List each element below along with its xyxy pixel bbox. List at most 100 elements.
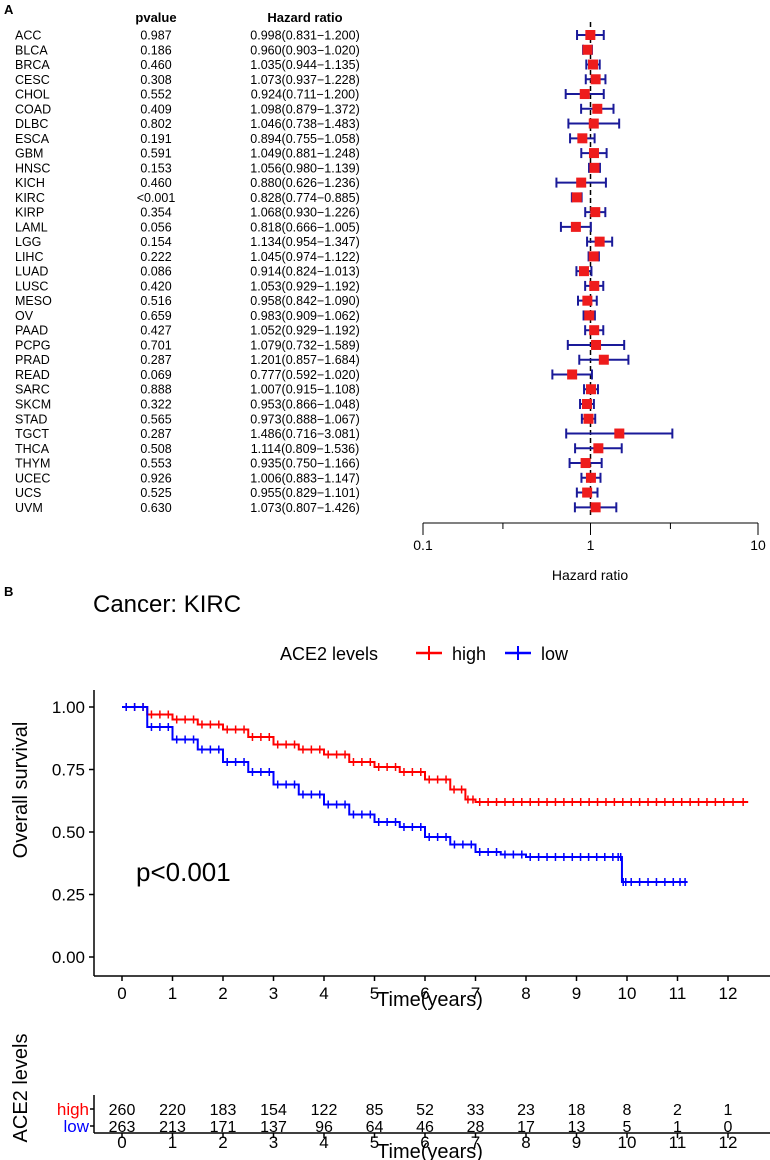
risk-x-tick-label: 1: [168, 1133, 177, 1152]
risk-count: 8: [623, 1102, 632, 1119]
pvalue-value: 0.322: [140, 398, 171, 412]
hazard-ratio-value: 1.098(0.879−1.372): [250, 102, 359, 116]
cancer-label: COAD: [15, 102, 51, 116]
risk-x-tick-label: 8: [521, 1133, 530, 1152]
pvalue-value: 0.153: [140, 161, 171, 175]
survival-panel: B Cancer: KIRC ACE2 levels high low 0.00…: [4, 584, 770, 1011]
cancer-label: ESCA: [15, 132, 50, 146]
pvalue-value: <0.001: [137, 191, 176, 205]
risk-count: 17: [517, 1119, 535, 1136]
hazard-ratio-value: 0.894(0.755−1.058): [250, 132, 359, 146]
survival-x-tick-label: 7: [471, 984, 480, 1003]
survival-x-tick-label: 8: [521, 984, 530, 1003]
survival-y-axis-title: Overall survival: [10, 722, 32, 859]
cancer-label: ACC: [15, 29, 41, 43]
survival-y-tick-label: 1.00: [52, 698, 85, 717]
pvalue-value: 0.525: [140, 486, 171, 500]
survival-x-tick-label: 12: [719, 984, 738, 1003]
survival-x-tick-label: 2: [218, 984, 227, 1003]
risk-count: 260: [109, 1102, 136, 1119]
pvalue-value: 0.591: [140, 147, 171, 161]
survival-x-axis-title: Time(years): [377, 989, 483, 1011]
hazard-ratio-value: 0.935(0.750−1.166): [250, 457, 359, 471]
risk-row-label-low: low: [63, 1117, 89, 1136]
cancer-label: CHOL: [15, 88, 50, 102]
p-value-annotation: p<0.001: [136, 857, 231, 887]
hazard-ratio-value: 1.056(0.980−1.139): [250, 161, 359, 175]
cancer-label: LAML: [15, 220, 48, 234]
pvalue-value: 0.630: [140, 501, 171, 515]
hr-point: [567, 369, 578, 380]
hazard-ratio-value: 0.924(0.711−1.200): [251, 88, 360, 102]
cancer-label: CESC: [15, 73, 50, 87]
survival-y-tick-label: 0.00: [52, 948, 85, 967]
hazard-ratio-value: 1.045(0.974−1.122): [250, 250, 359, 264]
risk-count: 213: [159, 1119, 186, 1136]
risk-count: 2: [673, 1102, 682, 1119]
cancer-label: GBM: [15, 147, 43, 161]
cancer-label: SARC: [15, 383, 50, 397]
hr-point: [591, 339, 602, 350]
hazard-ratio-value: 1.079(0.732−1.589): [250, 338, 359, 352]
hazard-ratio-value: 0.960(0.903−1.020): [250, 43, 359, 57]
hazard-ratio-value: 0.983(0.909−1.062): [250, 309, 359, 323]
hazard-ratio-value: 1.134(0.954−1.347): [250, 235, 359, 249]
hr-point: [588, 251, 599, 262]
pvalue-value: 0.987: [140, 29, 171, 43]
pvalue-value: 0.354: [140, 206, 171, 220]
risk-table-y-title: ACE2 levels: [10, 1034, 32, 1143]
pvalue-value: 0.069: [140, 368, 171, 382]
risk-count: 171: [210, 1119, 237, 1136]
pvalue-value: 0.508: [140, 442, 171, 456]
cancer-label: KIRP: [15, 206, 44, 220]
hr-point: [571, 192, 582, 203]
hr-point: [578, 266, 589, 277]
risk-count: 64: [366, 1119, 384, 1136]
cancer-label: UCS: [15, 486, 41, 500]
risk-x-tick-label: 4: [319, 1133, 328, 1152]
cancer-label: THCA: [15, 442, 50, 456]
hazard-ratio-value: 0.953(0.866−1.048): [250, 398, 359, 412]
risk-x-tick-label: 3: [269, 1133, 278, 1152]
cancer-label: STAD: [15, 412, 47, 426]
hazard-ratio-value: 1.007(0.915−1.108): [250, 383, 359, 397]
survival-x-tick-label: 6: [420, 984, 429, 1003]
survival-curve-high: [122, 706, 749, 803]
hr-point: [582, 487, 593, 498]
risk-count: 33: [467, 1102, 485, 1119]
risk-table-x-axis-title: Time(years): [377, 1141, 483, 1160]
legend-title: ACE2 levels: [280, 644, 378, 664]
legend-high-label: high: [452, 644, 486, 664]
cancer-label: THYM: [15, 457, 50, 471]
risk-count: 1: [724, 1102, 733, 1119]
survival-title: Cancer: KIRC: [93, 591, 241, 618]
pvalue-value: 0.409: [140, 102, 171, 116]
cancer-label: UVM: [15, 501, 43, 515]
cancer-label: DLBC: [15, 117, 48, 131]
risk-count: 52: [416, 1102, 434, 1119]
hr-point: [582, 295, 593, 306]
risk-count: 13: [568, 1119, 586, 1136]
hazard-ratio-value: 0.955(0.829−1.101): [250, 486, 359, 500]
risk-x-tick-label: 6: [420, 1133, 429, 1152]
risk-x-tick-label: 10: [618, 1133, 637, 1152]
hazard-ratio-value: 1.486(0.716−3.081): [250, 427, 359, 441]
hr-point: [592, 103, 603, 114]
cancer-label: LUSC: [15, 279, 48, 293]
cancer-label: UCEC: [15, 471, 50, 485]
forest-panel: A pvalue Hazard ratio ACC 0.987 0.998(0.83…: [4, 2, 766, 583]
hazard-ratio-value: 1.114(0.809−1.536): [251, 442, 360, 456]
cancer-label: PAAD: [15, 324, 48, 338]
pvalue-value: 0.427: [140, 324, 171, 338]
hazard-ratio-header: Hazard ratio: [267, 10, 342, 25]
risk-count: 1: [673, 1119, 682, 1136]
pvalue-value: 0.659: [140, 309, 171, 323]
forest-x-tick-label: 10: [750, 537, 766, 553]
risk-count: 0: [724, 1119, 733, 1136]
hazard-ratio-value: 1.073(0.937−1.228): [250, 73, 359, 87]
cancer-label: PRAD: [15, 353, 50, 367]
survival-x-tick-label: 4: [319, 984, 328, 1003]
hazard-ratio-value: 0.777(0.592−1.020): [250, 368, 359, 382]
hr-point: [614, 428, 625, 439]
risk-count: 5: [623, 1119, 632, 1136]
